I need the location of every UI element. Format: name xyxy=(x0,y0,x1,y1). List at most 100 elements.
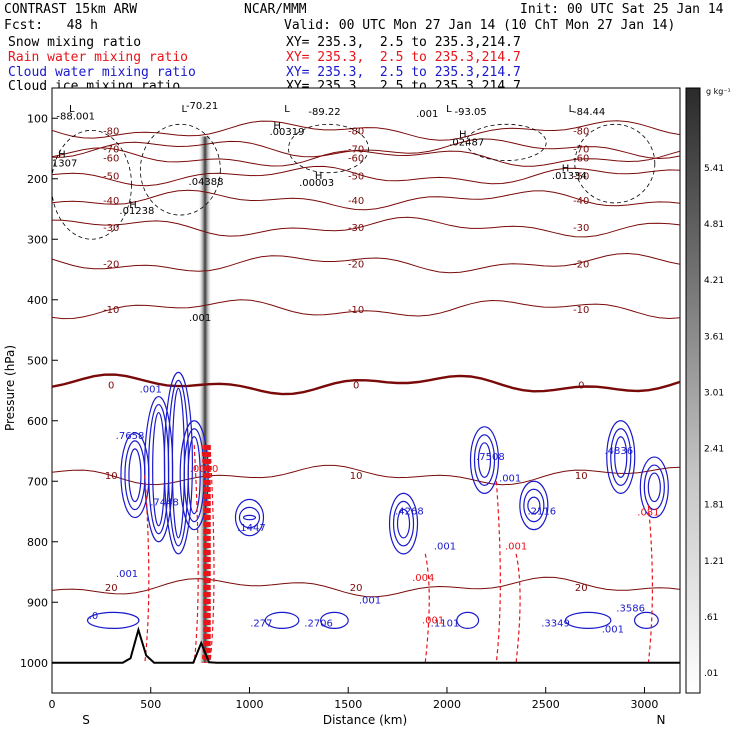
isotherm-label: -30 xyxy=(573,223,589,234)
contour-value-label: .1447 xyxy=(237,523,266,534)
cloud-ice-contour xyxy=(52,129,132,240)
isotherm-label: -80 xyxy=(103,126,119,137)
cloud-water-contour xyxy=(392,500,415,547)
isotherm-line xyxy=(52,138,680,160)
isotherm-label: -60 xyxy=(103,154,119,165)
x-tick-label: 2000 xyxy=(433,698,461,711)
snow-plume xyxy=(198,136,212,663)
isotherm-label: -70 xyxy=(573,145,589,156)
cloud-water-contour xyxy=(128,448,142,503)
isotherm-label: -30 xyxy=(348,223,364,234)
contour-value-label: .001 xyxy=(416,109,438,120)
isotherm-label: -40 xyxy=(573,196,589,207)
y-tick-label: 300 xyxy=(27,233,48,246)
cloud-ice-contour xyxy=(574,123,656,204)
contour-value-label: .001 xyxy=(422,615,444,626)
contour-value-label: .04388 xyxy=(189,177,224,188)
cloud-ice-contour xyxy=(465,123,547,161)
isotherm-label: -10 xyxy=(103,305,119,316)
cloud-water-contour xyxy=(86,611,140,630)
cloud-water-contour xyxy=(477,442,492,478)
extremum-marker: H xyxy=(58,150,66,161)
contour-value-label: .0010 xyxy=(190,464,219,475)
y-tick-label: 900 xyxy=(27,596,48,609)
extremum-marker: L xyxy=(69,104,75,115)
y-tick-label: 200 xyxy=(27,173,48,186)
header-init-time: Init: 00 UTC Sat 25 Jan 14 xyxy=(520,2,724,17)
colorbar-tick-label: .01 xyxy=(704,669,718,679)
cloud-water-contour xyxy=(388,492,419,555)
isotherm-label: -70 xyxy=(348,145,364,156)
isotherm-label: -20 xyxy=(573,259,589,270)
extremum-marker: H xyxy=(315,171,323,182)
colorbar-tick-label: 3.61 xyxy=(704,332,724,342)
isotherm-label: -10 xyxy=(573,305,589,316)
colorbar-tick-label: 4.81 xyxy=(704,220,724,230)
isotherm-label: -10 xyxy=(348,305,364,316)
colorbar-tick-label: .61 xyxy=(704,613,718,623)
y-tick-label: 800 xyxy=(27,536,48,549)
isotherm-label: 10 xyxy=(105,471,118,482)
isotherm-label: 0 xyxy=(578,380,584,391)
contour-value-label: -93.05 xyxy=(455,107,487,118)
colorbar-tick-label: 2.41 xyxy=(704,445,724,455)
isotherm-line xyxy=(52,216,680,238)
colorbar-unit: g kg⁻¹ xyxy=(706,87,731,96)
cloud-water-contour xyxy=(473,434,496,486)
contour-value-label: .001 xyxy=(602,625,624,636)
isotherm-label: 10 xyxy=(575,471,588,482)
cloud-water-contour xyxy=(396,508,411,539)
contour-value-label: .00003 xyxy=(299,178,334,189)
y-axis-title: Pressure (hPa) xyxy=(3,345,17,431)
rain-contour xyxy=(495,481,501,663)
isotherm-label: -30 xyxy=(103,223,119,234)
cloud-water-contour xyxy=(647,472,661,503)
contour-value-label: -88.001 xyxy=(56,111,95,122)
cloud-water-contour xyxy=(163,371,193,555)
contour-value-label: .0 xyxy=(89,611,99,622)
cloud-water-contour xyxy=(564,611,612,630)
contour-value-label: .001 xyxy=(434,542,456,553)
isotherm-label: -40 xyxy=(348,196,364,207)
rain-contour xyxy=(193,444,199,663)
terrain-line xyxy=(52,626,680,664)
isotherm-label: 20 xyxy=(575,583,588,594)
cloud-water-contour xyxy=(639,456,669,519)
rain-contour xyxy=(209,444,215,663)
y-tick-label: 700 xyxy=(27,475,48,488)
colorbar-tick-label: 5.41 xyxy=(704,164,724,174)
header-valid-time: Valid: 00 UTC Mon 27 Jan 14 (10 ChT Mon … xyxy=(284,18,676,33)
isotherm-line xyxy=(52,252,680,274)
x-tick-label: 1000 xyxy=(235,698,263,711)
field-name-snow: Snow mixing ratio xyxy=(8,35,142,50)
extremum-marker: H xyxy=(562,163,570,174)
rain-contour xyxy=(144,475,150,663)
isotherm-label: -50 xyxy=(103,172,119,183)
isotherm-label: 10 xyxy=(350,471,363,482)
isotherm-label: 20 xyxy=(105,583,118,594)
cloud-ice-contour xyxy=(139,123,221,216)
extremum-marker: H xyxy=(129,200,137,211)
x-axis-right-label: N xyxy=(657,713,666,727)
isotherm-label: 0 xyxy=(353,380,359,391)
isotherm-label: -50 xyxy=(348,172,364,183)
contour-value-label: -70.21 xyxy=(186,101,218,112)
isotherm-label: -20 xyxy=(103,259,119,270)
header-model-name: CONTRAST 15km ARW xyxy=(4,2,138,17)
extremum-marker: L xyxy=(446,104,452,115)
contour-value-label: .1101 xyxy=(431,618,460,629)
isotherm-line xyxy=(52,299,680,320)
isotherm-label: -60 xyxy=(348,154,364,165)
isotherm-label: -20 xyxy=(348,259,364,270)
contour-value-label: .001 xyxy=(140,384,162,395)
y-tick-label: 400 xyxy=(27,294,48,307)
field-name-rain: Rain water mixing ratio xyxy=(8,50,189,65)
x-axis-left-label: S xyxy=(82,713,90,727)
rain-contour xyxy=(424,553,430,663)
cloud-water-contour xyxy=(519,480,549,531)
y-tick-label: 600 xyxy=(27,415,48,428)
header-forecast-hour: Fcst: 48 h xyxy=(4,18,98,33)
extremum-marker: L xyxy=(284,104,290,115)
contour-value-label: .7448 xyxy=(150,497,179,508)
contour-value-label: .7508 xyxy=(476,452,505,463)
